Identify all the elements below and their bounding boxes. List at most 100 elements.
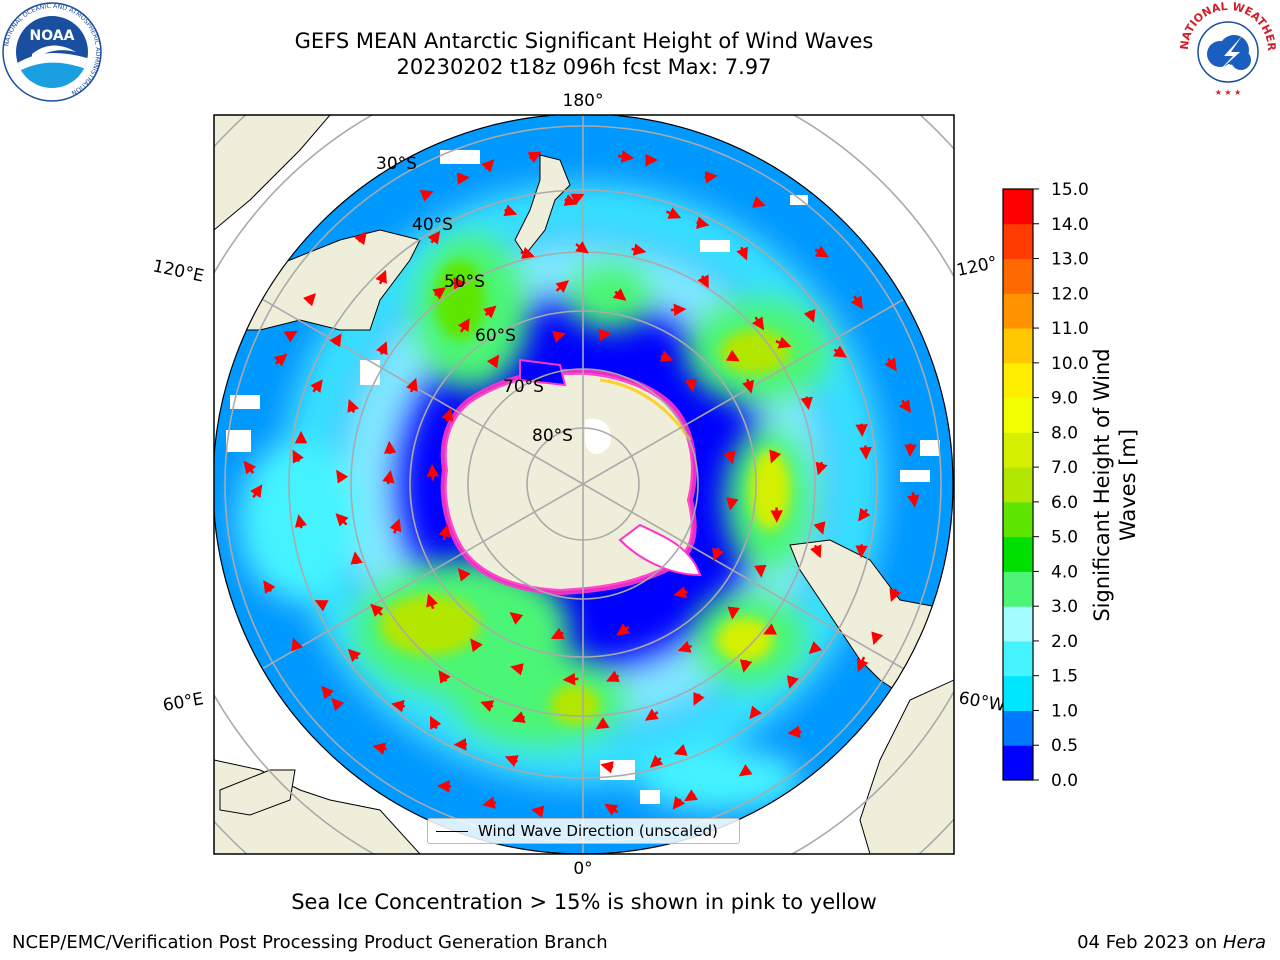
wave-arrow	[486, 354, 500, 369]
wave-arrow	[432, 287, 447, 300]
map-frame	[213, 114, 955, 855]
lon-label-0: 0°	[573, 859, 592, 879]
wave-arrow	[833, 345, 848, 358]
wave-arrow	[347, 648, 362, 662]
wave-height-field	[214, 115, 953, 854]
wave-arrow	[321, 685, 335, 700]
wave-arrow	[336, 469, 349, 484]
wave-arrow	[787, 725, 802, 739]
wave-direction-arrows	[243, 150, 920, 818]
wave-arrow	[600, 761, 614, 774]
wave-arrow	[673, 744, 688, 756]
nws-logo: NATIONAL WEATHER SERVICE ★ ★ ★	[1178, 0, 1278, 98]
colorbar-tick-label: 12.0	[1051, 284, 1089, 304]
wave-arrow	[283, 330, 298, 343]
wave-arrow	[754, 564, 767, 578]
wave-arrow	[856, 656, 869, 673]
wave-arrow	[595, 717, 610, 730]
wave-arrow	[438, 669, 451, 684]
colorbar: 0.0 0.5 1.0 1.5 2.0 3.0 4.0 5.0 6.0 7.0 8.0 9.0 10.0…	[1002, 180, 1089, 791]
colorbar-segment	[1003, 432, 1033, 468]
wave-arrow	[329, 333, 342, 348]
outer-land	[214, 115, 954, 854]
lat-label-30s: 30°S	[376, 154, 417, 174]
colorbar-segment	[1003, 258, 1033, 294]
wave-arrow	[456, 172, 470, 185]
lon-label-120e: 120°E	[151, 256, 206, 286]
wave-arrow	[575, 241, 589, 254]
wave-arrow	[470, 638, 483, 653]
wave-arrow	[751, 316, 765, 331]
colorbar-tick-label: 8.0	[1051, 423, 1078, 443]
wave-arrow	[483, 305, 497, 319]
wave-arrow	[850, 295, 863, 310]
wave-arrow	[376, 341, 388, 356]
svg-text:★ ★ ★: ★ ★ ★	[1215, 88, 1242, 97]
wave-arrow	[693, 691, 705, 706]
colorbar-tick-label: 3.0	[1051, 597, 1078, 617]
lat-label-40s: 40°S	[412, 215, 453, 235]
wave-arrow	[263, 580, 276, 594]
lat-label-70s: 70°S	[503, 377, 544, 397]
wave-arrow	[354, 231, 367, 246]
map-title: GEFS MEAN Antarctic Significant Height o…	[294, 29, 874, 53]
lat-label-50s: 50°S	[444, 272, 485, 292]
colorbar-tick-label: 11.0	[1051, 319, 1089, 339]
wave-arrow	[550, 627, 565, 639]
wave-arrow	[871, 631, 884, 646]
footer-credit: NCEP/EMC/Verification Post Processing Pr…	[12, 932, 608, 953]
colorbar-tick-label: 10.0	[1051, 354, 1089, 374]
colorbar-segment	[1003, 293, 1033, 329]
colorbar-tick-label: 4.0	[1051, 562, 1078, 582]
wave-arrow	[725, 349, 740, 362]
wave-arrow	[482, 796, 497, 809]
wave-peaks	[380, 260, 790, 725]
wave-arrow	[294, 514, 308, 529]
colorbar-segment	[1003, 328, 1033, 364]
wave-arrow	[738, 764, 753, 777]
wave-arrow	[429, 715, 442, 730]
wave-arrow	[598, 328, 612, 342]
lat-label-80s: 80°S	[532, 426, 573, 446]
wave-arrow	[803, 309, 816, 323]
colorbar-tick-label: 1.5	[1051, 667, 1078, 687]
colorbar-tick-label: 1.0	[1051, 701, 1078, 721]
wave-arrow	[243, 460, 257, 475]
map-subtitle: 20230202 t18z 096h fcst Max: 7.97	[396, 55, 772, 79]
wave-arrow	[314, 600, 329, 612]
wave-arrow	[389, 518, 402, 534]
wave-arrow	[427, 230, 441, 245]
wave-arrow	[813, 521, 826, 535]
wave-arrow	[814, 245, 829, 258]
wave-arrow	[810, 544, 822, 559]
wave-arrow	[606, 670, 620, 682]
colorbar-segment	[1003, 571, 1033, 607]
lon-label-60e: 60°E	[161, 689, 205, 716]
colorbar-tick-label: 0.5	[1051, 736, 1078, 756]
lon-label-180: 180°	[563, 91, 604, 111]
noaa-logo: NATIONAL OCEANIC AND ATMOSPHERIC ADMINIS…	[2, 2, 102, 102]
wave-arrow	[426, 464, 440, 481]
wave-arrow	[631, 243, 647, 256]
wave-arrow	[419, 189, 434, 202]
wave-arrow	[552, 330, 567, 343]
wave-arrow	[670, 303, 687, 317]
map-legend: Wind Wave Direction (unscaled)	[427, 818, 740, 844]
wave-arrow	[347, 398, 360, 413]
colorbar-segment	[1003, 640, 1033, 677]
wave-arrow	[736, 246, 748, 261]
wave-arrow	[250, 484, 263, 499]
lon-label-120w: 120°	[955, 253, 999, 281]
colorbar-tick-label: 5.0	[1051, 528, 1078, 548]
wave-arrow	[438, 524, 451, 541]
sea-ice-note: Sea Ice Concentration > 15% is shown in …	[291, 890, 877, 914]
footer-date: 04 Feb 2023 on Hera	[1077, 932, 1266, 953]
wave-arrow	[273, 353, 288, 367]
wave-arrow	[775, 336, 792, 349]
colorbar-tick-label: 15.0	[1051, 180, 1089, 200]
wave-arrow	[704, 171, 718, 184]
map-area	[214, 115, 954, 854]
wave-arrow	[511, 711, 526, 724]
wave-arrow	[384, 440, 397, 455]
wave-arrow	[884, 357, 897, 372]
